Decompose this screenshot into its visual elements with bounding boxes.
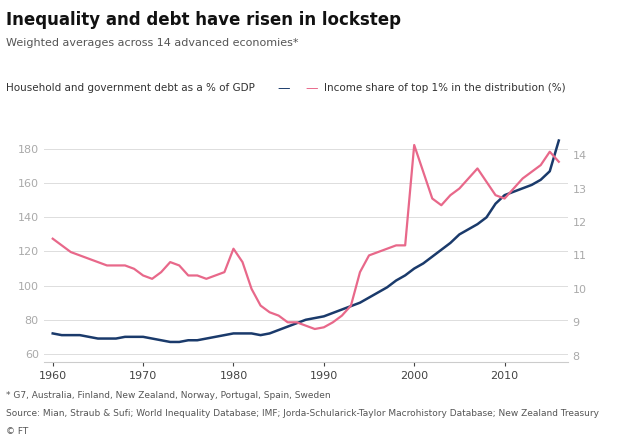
Text: Income share of top 1% in the distribution (%): Income share of top 1% in the distributi… (324, 84, 566, 93)
Text: —: — (278, 82, 290, 95)
Text: © FT: © FT (6, 427, 29, 435)
Text: Inequality and debt have risen in lockstep: Inequality and debt have risen in lockst… (6, 11, 401, 29)
Text: Household and government debt as a % of GDP: Household and government debt as a % of … (6, 84, 255, 93)
Text: —: — (306, 82, 318, 95)
Text: Weighted averages across 14 advanced economies*: Weighted averages across 14 advanced eco… (6, 38, 299, 48)
Text: * G7, Australia, Finland, New Zealand, Norway, Portugal, Spain, Sweden: * G7, Australia, Finland, New Zealand, N… (6, 391, 331, 400)
Text: Source: Mian, Straub & Sufi; World Inequality Database; IMF; Jorda-Schularick-Ta: Source: Mian, Straub & Sufi; World Inequ… (6, 409, 599, 418)
